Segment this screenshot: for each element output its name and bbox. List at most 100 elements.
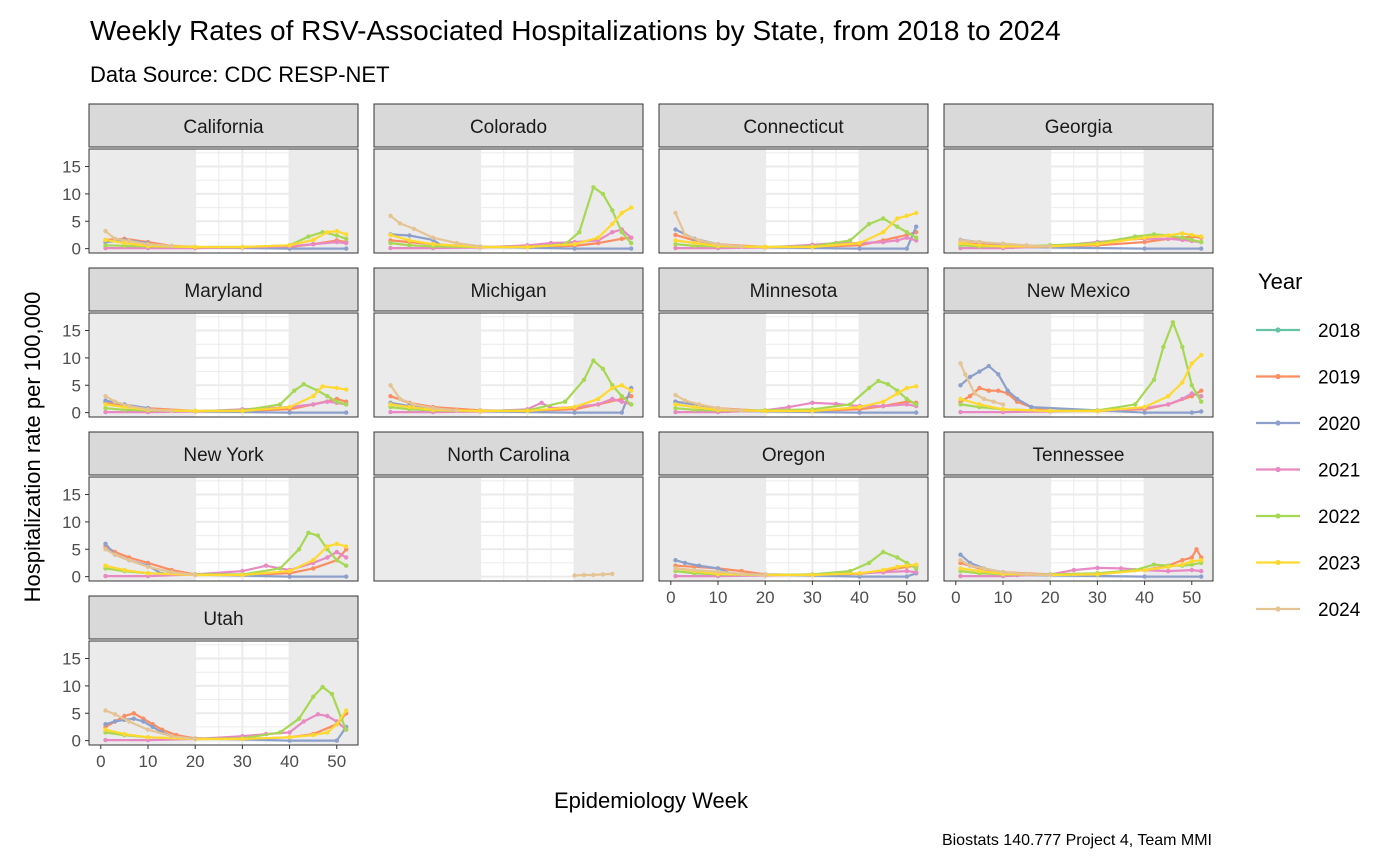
x-axis-label: Epidemiology Week [554, 788, 749, 813]
facet-label: Colorado [470, 117, 547, 138]
data-point [145, 242, 151, 247]
data-point [1024, 243, 1029, 248]
data-point [430, 242, 436, 247]
data-point [866, 221, 872, 227]
data-point [103, 541, 108, 546]
data-point [334, 228, 339, 234]
series-line-2022 [390, 186, 633, 249]
shaded-region [659, 477, 766, 581]
data-point [977, 369, 982, 374]
data-point [591, 185, 596, 190]
data-point [1166, 568, 1171, 574]
data-point [904, 574, 909, 579]
data-point [311, 694, 316, 699]
data-point [629, 246, 634, 251]
data-point [145, 727, 151, 732]
data-point [306, 234, 311, 239]
legend-item-2019: 2019 [1256, 368, 1360, 389]
data-point [696, 402, 702, 407]
facet-label: North Carolina [447, 445, 570, 466]
panel-north-carolina: North Carolina [373, 431, 644, 582]
data-point [478, 408, 483, 414]
data-point [958, 573, 963, 579]
data-point [977, 568, 982, 574]
data-point [967, 563, 973, 568]
y-tick-label: 10 [62, 349, 81, 368]
data-point [958, 383, 963, 388]
data-point [739, 571, 744, 577]
data-point [112, 712, 118, 717]
x-tick-label: 10 [139, 752, 158, 771]
data-point [572, 404, 577, 410]
data-point [301, 719, 306, 724]
data-point [967, 394, 973, 399]
data-point [126, 558, 132, 563]
data-point [1029, 404, 1034, 410]
series-line-2020 [390, 233, 632, 250]
panel-border [373, 312, 644, 418]
data-point [320, 684, 325, 690]
data-point [311, 237, 316, 243]
data-point [296, 716, 302, 721]
data-point [112, 719, 118, 724]
panel-tennessee: Tennessee 0 10 20 30 40 50 [943, 431, 1214, 607]
data-point [763, 244, 768, 250]
series-line-2023 [960, 559, 1202, 577]
data-point [619, 410, 624, 415]
legend-item-2022: 2022 [1256, 507, 1360, 528]
data-point [610, 571, 615, 577]
facet-label: California [183, 117, 264, 138]
data-point [610, 396, 615, 402]
shaded-region [374, 477, 481, 581]
data-point [577, 230, 582, 235]
data-point [866, 385, 872, 391]
data-point [311, 558, 316, 563]
panel-california: California 0 5 10 15 [62, 103, 359, 259]
x-tick-label: 40 [280, 752, 299, 771]
data-point [881, 549, 886, 555]
data-point [103, 737, 108, 743]
data-point [320, 384, 325, 389]
data-point [103, 228, 108, 234]
data-point [1095, 242, 1100, 247]
y-tick-label: 5 [72, 540, 81, 559]
data-point [673, 406, 678, 411]
data-point [1095, 572, 1100, 577]
data-point [914, 566, 919, 571]
facet-label: Connecticut [743, 117, 844, 138]
series-line-2023 [105, 542, 347, 577]
series-line-2023 [105, 230, 347, 249]
data-point [122, 713, 127, 719]
data-point [287, 568, 292, 574]
data-point [325, 713, 330, 719]
panel-michigan: Michigan [373, 267, 644, 418]
data-point [610, 230, 615, 235]
data-point [344, 708, 349, 713]
y-tick-label: 0 [72, 732, 81, 751]
data-point [881, 399, 886, 404]
panel-border [88, 640, 359, 746]
data-point [407, 233, 412, 238]
facet-label: Georgia [1045, 117, 1113, 138]
data-point [1142, 567, 1147, 573]
data-point [1024, 571, 1029, 577]
facet-strip [943, 431, 1214, 476]
data-point [619, 399, 624, 404]
legend-marker [1275, 420, 1281, 426]
panel-border [658, 148, 929, 254]
data-point [525, 408, 530, 414]
data-point [411, 226, 417, 232]
facet-strip [373, 267, 644, 312]
panel-border [658, 476, 929, 582]
data-point [958, 409, 963, 415]
data-point [673, 245, 678, 251]
panel-georgia: Georgia [943, 103, 1214, 254]
y-tick-label: 15 [62, 158, 81, 177]
panel-border [943, 476, 1214, 582]
facet-strip [88, 431, 359, 476]
data-point [895, 391, 900, 396]
data-point [277, 402, 283, 407]
legend: Year 2018 2019 2020 2021 2022 2023 2024 [1256, 269, 1361, 621]
data-point [600, 366, 606, 371]
data-point [122, 240, 127, 246]
